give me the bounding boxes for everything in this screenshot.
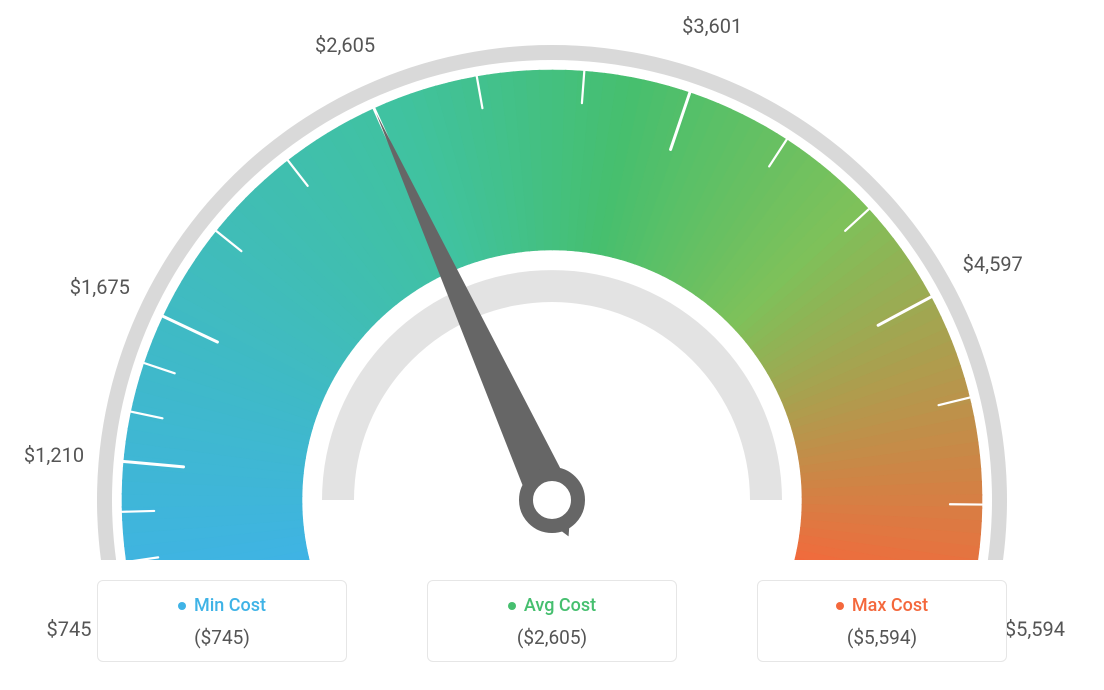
gauge-area: $745$1,210$1,675$2,605$3,601$4,597$5,594 <box>0 0 1104 560</box>
legend-card-avg: Avg Cost ($2,605) <box>427 580 677 662</box>
gauge-tick-label: $4,597 <box>963 252 1023 276</box>
gauge-needle-hub <box>526 474 578 526</box>
legend-title: Avg Cost <box>524 595 596 616</box>
legend-card-max: Max Cost ($5,594) <box>757 580 1007 662</box>
gauge-tick-label: $3,601 <box>682 14 742 38</box>
legend-dot-icon <box>508 602 516 610</box>
legend-value: ($745) <box>108 626 336 649</box>
legend-title-row: Max Cost <box>768 595 996 616</box>
legend-dot-icon <box>836 602 844 610</box>
cost-gauge-container: $745$1,210$1,675$2,605$3,601$4,597$5,594… <box>0 0 1104 690</box>
gauge-tick-label: $1,210 <box>24 443 84 467</box>
gauge-tick-label: $1,675 <box>70 275 130 299</box>
legend-card-min: Min Cost ($745) <box>97 580 347 662</box>
gauge-svg <box>0 0 1104 560</box>
legend-title: Max Cost <box>852 595 928 616</box>
legend-dot-icon <box>178 602 186 610</box>
legend-title: Min Cost <box>194 595 266 616</box>
legend-title-row: Min Cost <box>108 595 336 616</box>
legend-row: Min Cost ($745) Avg Cost ($2,605) Max Cost ($… <box>0 580 1104 662</box>
legend-value: ($5,594) <box>768 626 996 649</box>
gauge-tick-label: $2,605 <box>315 33 375 57</box>
legend-value: ($2,605) <box>438 626 666 649</box>
legend-title-row: Avg Cost <box>438 595 666 616</box>
